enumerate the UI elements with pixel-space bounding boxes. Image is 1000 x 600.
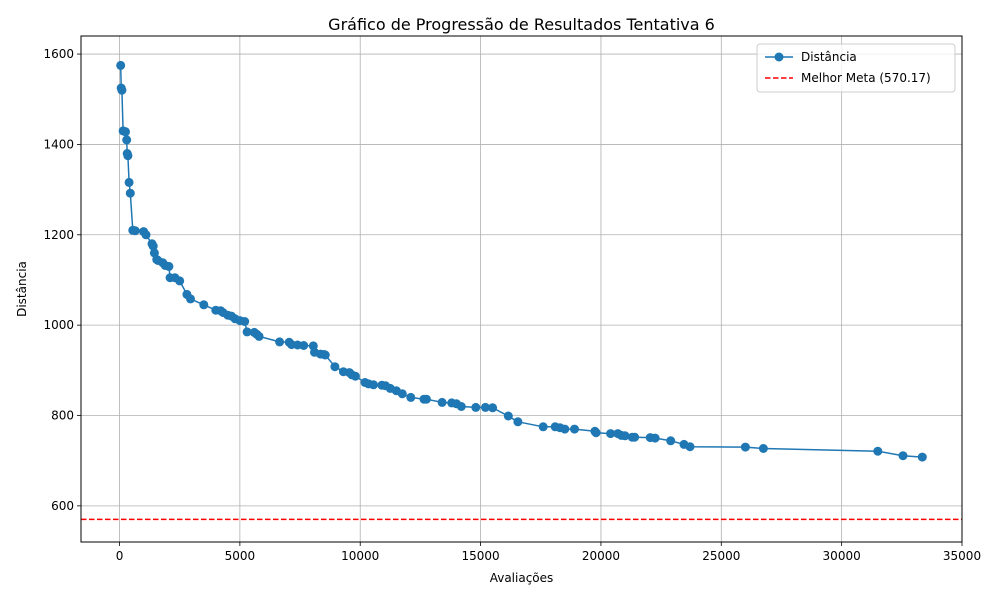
distancia-point xyxy=(666,436,676,446)
legend-label-melhor-meta: Melhor Meta (570.17) xyxy=(801,71,931,85)
distancia-point xyxy=(873,446,883,456)
distancia-point xyxy=(141,230,151,240)
legend: Distância Melhor Meta (570.17) xyxy=(756,43,956,93)
distancia-point xyxy=(175,276,185,286)
distancia-point xyxy=(606,429,616,439)
distancia-point xyxy=(740,442,750,452)
y-axis-label: Distância xyxy=(15,261,29,317)
distancia-point xyxy=(456,402,466,411)
x-tick-label: 30000 xyxy=(823,549,861,563)
distancia-point xyxy=(350,371,360,381)
x-tick-label: 20000 xyxy=(582,549,620,563)
distancia-point xyxy=(570,424,579,434)
distancia-point xyxy=(630,432,640,442)
x-axis-label: Avaliações xyxy=(490,571,554,585)
distancia-point xyxy=(685,442,695,452)
x-tick-label: 35000 xyxy=(943,549,981,563)
distancia-point xyxy=(620,431,630,441)
y-tick-label: 1000 xyxy=(43,318,74,332)
x-tick-label: 0 xyxy=(116,549,124,563)
distancia-point xyxy=(650,433,660,443)
distancia-point xyxy=(538,422,548,432)
distancia-point xyxy=(130,226,140,236)
distancia-point xyxy=(242,327,252,337)
y-tick-label: 1600 xyxy=(43,47,74,61)
x-tick-label: 15000 xyxy=(461,549,499,563)
x-axis-ticks: 0 5000 10000 15000 20000 25000 30000 35000 xyxy=(116,542,981,563)
x-tick-label: 10000 xyxy=(341,549,379,563)
distancia-point xyxy=(591,428,601,438)
distancia-point xyxy=(758,444,768,453)
x-tick-label: 5000 xyxy=(225,549,256,563)
chart-title: Gráfico de Progressão de Resultados Tent… xyxy=(328,15,715,34)
distancia-point xyxy=(186,294,195,304)
distancia-point xyxy=(513,417,523,427)
distancia-point xyxy=(480,402,490,412)
distancia-point xyxy=(437,397,447,407)
y-tick-label: 1400 xyxy=(43,137,74,151)
distancia-point xyxy=(117,85,127,95)
y-tick-label: 1200 xyxy=(43,228,74,242)
distancia-point xyxy=(488,403,498,413)
distancia-point xyxy=(123,151,133,161)
distancia-point xyxy=(917,452,927,462)
distancia-point xyxy=(121,127,130,137)
distancia-point xyxy=(275,337,285,347)
distancia-point xyxy=(254,331,264,341)
distancia-point xyxy=(125,188,135,198)
distancia-point xyxy=(299,341,309,350)
distancia-point xyxy=(898,451,908,461)
distancia-point xyxy=(330,362,340,372)
distancia-point xyxy=(421,394,431,404)
distancia-point xyxy=(122,135,132,145)
distancia-point xyxy=(406,392,416,402)
distancia-point xyxy=(397,389,407,399)
distancia-point xyxy=(199,300,209,310)
distancia-point xyxy=(148,241,158,251)
distancia-point xyxy=(116,60,126,70)
legend-label-distancia: Distância xyxy=(801,50,857,64)
legend-marker-distancia xyxy=(774,52,784,62)
distancia-point xyxy=(320,350,330,360)
x-tick-label: 25000 xyxy=(702,549,740,563)
axes-frame xyxy=(80,35,963,543)
distancia-point xyxy=(369,380,378,390)
distancia-point xyxy=(471,402,481,412)
y-tick-label: 800 xyxy=(51,409,74,423)
distancia-point xyxy=(503,411,513,421)
plot-area xyxy=(81,60,962,521)
y-axis-ticks: 600 800 1000 1200 1400 1600 xyxy=(43,47,81,513)
legend-box xyxy=(756,43,956,93)
distancia-point xyxy=(164,261,174,271)
distancia-point xyxy=(240,317,250,326)
distancia-point xyxy=(124,177,134,187)
y-tick-label: 600 xyxy=(51,499,74,513)
distancia-point xyxy=(560,424,570,434)
